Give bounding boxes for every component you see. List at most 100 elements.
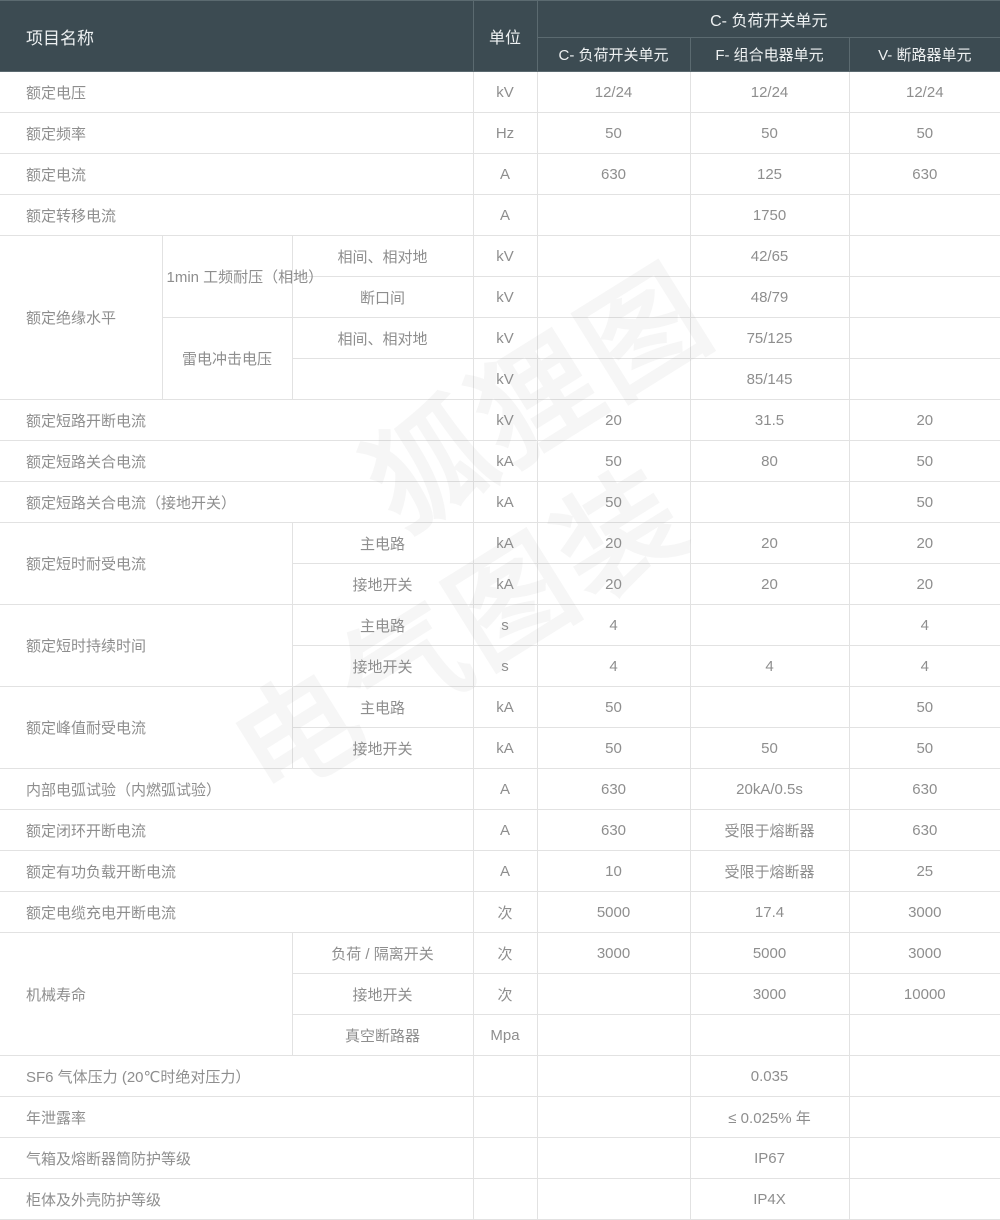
cell-value-col3: 630 xyxy=(849,809,1000,851)
row-sublabel2-接地开关: 接地开关 xyxy=(292,563,474,605)
header-group-title: C- 负荷开关单元 xyxy=(536,0,1000,38)
table-row: 额定短时耐受电流 主电路 kA 20 20 20 xyxy=(0,522,1000,605)
cell-value-col2: 50 xyxy=(690,112,850,154)
cell-value-col3: 4 xyxy=(849,604,1000,646)
row-sublabel-1min工频耐压相地: 1min 工频耐压（相地） xyxy=(162,235,323,318)
cell-value-col2: 75/125 xyxy=(690,317,850,359)
cell-value-col1 xyxy=(537,276,691,318)
cell-value-col3 xyxy=(849,358,1000,400)
cell-value-col3: 630 xyxy=(849,153,1000,195)
row-sublabel2-断口间: 断口间 xyxy=(292,276,474,318)
table-row: 接地开关 kA 20 20 20 xyxy=(0,563,1000,605)
cell-value-col2: 125 xyxy=(690,153,850,195)
header-col-load-switch-unit: C- 负荷开关单元 xyxy=(536,37,691,72)
row-sublabel2-相间相对地: 相间、相对地 xyxy=(292,317,474,359)
cell-value-col3 xyxy=(849,1055,1000,1097)
cell-value-col3: 50 xyxy=(849,112,1000,154)
row-label-机械寿命: 机械寿命 xyxy=(0,932,293,1056)
table-row: 接地开关 kA 50 50 50 xyxy=(0,727,1000,769)
row-label-额定转移电流: 额定转移电流 xyxy=(0,194,474,236)
table-row: 接地开关次 3000 10000 xyxy=(0,973,1000,1015)
cell-unit: A xyxy=(473,809,538,851)
row-sublabel2-主电路: 主电路 xyxy=(292,522,474,564)
cell-unit: Mpa xyxy=(473,1014,538,1056)
cell-value-col3 xyxy=(849,1178,1000,1220)
cell-value-col3: 20 xyxy=(849,522,1000,564)
cell-value-col1: 50 xyxy=(537,112,691,154)
cell-value-col1: 50 xyxy=(537,727,691,769)
table-row: 接地开关 s 4 4 4 xyxy=(0,645,1000,687)
row-sublabel2-blank xyxy=(292,358,474,400)
cell-value-col3 xyxy=(849,1014,1000,1056)
row-label-额定电缆充电开断电流: 额定电缆充电开断电流 xyxy=(0,891,474,933)
cell-unit: Hz xyxy=(473,112,538,154)
cell-unit: A xyxy=(473,194,538,236)
table-row: 年泄露率 ≤ 0.025% 年 xyxy=(0,1096,1000,1138)
cell-unit xyxy=(473,1096,538,1138)
cell-value-col3: 50 xyxy=(849,481,1000,523)
cell-unit: kV xyxy=(473,235,538,277)
cell-value-col1 xyxy=(537,973,691,1015)
cell-value-col1 xyxy=(537,194,691,236)
cell-unit: kV xyxy=(473,276,538,318)
cell-value-col3: 3000 xyxy=(849,891,1000,933)
cell-value-col2: IP67 xyxy=(690,1137,850,1179)
cell-value-col2: 50 xyxy=(690,727,850,769)
header-row-sub: C- 负荷开关单元 F- 组合电器单元 V- 断路器单元 xyxy=(0,37,1000,72)
row-label-内部电弧试验内燃弧试验: 内部电弧试验（内燃弧试验） xyxy=(0,768,474,810)
row-label-额定短路开断电流: 额定短路开断电流 xyxy=(0,399,474,441)
row-sublabel2-相间相对地: 相间、相对地 xyxy=(292,235,474,277)
cell-value-col2: 17.4 xyxy=(690,891,850,933)
cell-unit xyxy=(473,1055,538,1097)
cell-value-col2: 受限于熔断器 xyxy=(690,809,850,851)
cell-unit: kA xyxy=(473,727,538,769)
row-sublabel2-主电路: 主电路 xyxy=(292,686,474,728)
row-sublabel2-接地开关: 接地开关 xyxy=(292,645,474,687)
cell-value-col2: 1750 xyxy=(690,194,850,236)
cell-value-col1 xyxy=(537,1137,691,1179)
row-sublabel2-负荷隔离开关: 负荷 / 隔离开关 xyxy=(292,932,474,974)
cell-value-col1: 3000 xyxy=(537,932,691,974)
table-row: 额定转移电流 A 1750 xyxy=(0,194,1000,236)
table-row: 雷电冲击电压 相间、相对地 kV 75/125 xyxy=(0,317,1000,400)
table-body: 额定电压 kV 12/24 12/24 12/24 额定频率 Hz 50 50 50 额定电流 A 63… xyxy=(0,71,1000,1220)
table-row: 额定电缆充电开断电流次 5000 17.4 3000 xyxy=(0,891,1000,933)
row-label-额定电压: 额定电压 xyxy=(0,71,474,113)
cell-value-col3: 20 xyxy=(849,563,1000,605)
cell-unit: kA xyxy=(473,686,538,728)
cell-value-col1: 630 xyxy=(537,768,691,810)
table-row: 额定绝缘水平 1min 工频耐压（相地） 相间、相对地 kV 42/65 xyxy=(0,235,1000,400)
cell-value-col2: IP4X xyxy=(690,1178,850,1220)
row-label-额定绝缘水平: 额定绝缘水平 xyxy=(0,235,163,400)
table-row: 额定有功负载开断电流 A 10 受限于熔断器 25 xyxy=(0,850,1000,892)
header-unit: 单位 xyxy=(472,0,538,72)
table-row: 机械寿命 负荷 / 隔离开关次 3000 5000 3000 xyxy=(0,932,1000,1056)
cell-unit: 次 xyxy=(473,891,538,933)
cell-value-col1: 10 xyxy=(537,850,691,892)
table-row: SF6 气体压力 (20℃时绝对压力） 0.035 xyxy=(0,1055,1000,1097)
table-header: 项目名称 单位 C- 负荷开关单元 C- 负荷开关单元 F- 组合电器单元 V-… xyxy=(0,0,1000,72)
cell-value-col1 xyxy=(537,1055,691,1097)
row-sublabel2-接地开关: 接地开关 xyxy=(292,727,474,769)
cell-value-col3: 10000 xyxy=(849,973,1000,1015)
row-label-柜体及外壳防护等级: 柜体及外壳防护等级 xyxy=(0,1178,474,1220)
cell-unit xyxy=(473,1137,538,1179)
row-label-额定频率: 额定频率 xyxy=(0,112,474,154)
cell-value-col2: 85/145 xyxy=(690,358,850,400)
cell-value-col2 xyxy=(690,1014,850,1056)
table-row: 额定电压 kV 12/24 12/24 12/24 xyxy=(0,71,1000,113)
cell-unit: 次 xyxy=(473,973,538,1015)
cell-unit xyxy=(473,1178,538,1220)
cell-value-col2: 受限于熔断器 xyxy=(690,850,850,892)
table-row: 额定短路关合电流 kA 50 80 50 xyxy=(0,440,1000,482)
cell-value-col1 xyxy=(537,317,691,359)
cell-value-col3: 20 xyxy=(849,399,1000,441)
cell-value-col2: 5000 xyxy=(690,932,850,974)
cell-value-col3: 50 xyxy=(849,727,1000,769)
cell-value-col1: 4 xyxy=(537,604,691,646)
row-label-额定峰值耐受电流: 额定峰值耐受电流 xyxy=(0,686,293,769)
table-row: 柜体及外壳防护等级 IP4X xyxy=(0,1178,1000,1220)
cell-value-col2: 80 xyxy=(690,440,850,482)
cell-value-col1: 50 xyxy=(537,686,691,728)
